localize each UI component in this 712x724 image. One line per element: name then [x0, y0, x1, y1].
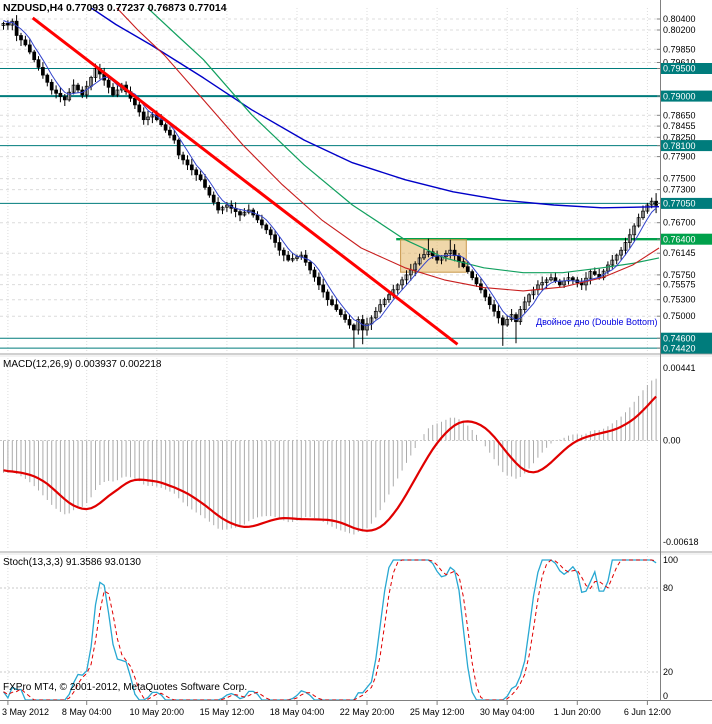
svg-text:0.80400: 0.80400: [663, 14, 696, 24]
svg-text:0.76700: 0.76700: [663, 218, 696, 228]
ma-mid-green: [146, 8, 660, 274]
svg-text:0.74420: 0.74420: [663, 343, 696, 353]
svg-text:0.78250: 0.78250: [663, 132, 696, 142]
time-scale[interactable]: 3 May 2012 8 May 04:00 10 May 20:00 15 May …: [2, 707, 671, 717]
svg-text:-0.00618: -0.00618: [663, 537, 699, 547]
svg-text:30 May 04:00: 30 May 04:00: [480, 707, 535, 717]
ma-mid-red: [116, 8, 660, 292]
svg-text:15 May 12:00: 15 May 12:00: [200, 707, 255, 717]
svg-text:0.77500: 0.77500: [663, 174, 696, 184]
svg-text:0.77300: 0.77300: [663, 185, 696, 195]
stoch-scale[interactable]: 100 80 20 0: [663, 555, 678, 701]
svg-text:18 May 04:00: 18 May 04:00: [270, 707, 325, 717]
macd-signal-line: [3, 395, 657, 532]
svg-text:80: 80: [663, 583, 673, 593]
ma-slow-blue: [89, 8, 660, 209]
svg-text:0.79000: 0.79000: [663, 91, 696, 101]
candles-layer: [1, 15, 658, 348]
svg-text:100: 100: [663, 555, 678, 565]
svg-text:0.80200: 0.80200: [663, 25, 696, 35]
svg-text:0: 0: [663, 691, 668, 701]
svg-text:0.75300: 0.75300: [663, 295, 696, 305]
svg-text:0.78455: 0.78455: [663, 121, 696, 131]
svg-text:10 May 20:00: 10 May 20:00: [130, 707, 185, 717]
svg-text:0.77050: 0.77050: [663, 199, 696, 209]
svg-text:0.76145: 0.76145: [663, 248, 696, 258]
svg-text:6 Jun 12:00: 6 Jun 12:00: [624, 707, 671, 717]
svg-text:8 May 04:00: 8 May 04:00: [62, 707, 112, 717]
svg-text:3 May 2012: 3 May 2012: [2, 707, 49, 717]
svg-text:0.79610: 0.79610: [663, 58, 696, 68]
svg-text:0.00: 0.00: [663, 436, 681, 446]
svg-text:0.74600: 0.74600: [663, 333, 696, 343]
svg-text:0.78650: 0.78650: [663, 110, 696, 120]
svg-text:25 May 12:00: 25 May 12:00: [410, 707, 465, 717]
svg-text:22 May 20:00: 22 May 20:00: [340, 707, 395, 717]
macd-histogram: [3, 378, 657, 535]
macd-scale[interactable]: 0.00441 0.00 -0.00618: [663, 363, 699, 547]
svg-text:0.75000: 0.75000: [663, 311, 696, 321]
svg-text:0.78100: 0.78100: [663, 141, 696, 151]
svg-text:1 Jun 20:00: 1 Jun 20:00: [554, 707, 601, 717]
svg-text:0.75750: 0.75750: [663, 270, 696, 280]
svg-text:0.75575: 0.75575: [663, 280, 696, 290]
svg-text:0.79500: 0.79500: [663, 64, 696, 74]
svg-text:0.00441: 0.00441: [663, 363, 696, 373]
stoch-signal-line: [3, 559, 657, 701]
svg-text:20: 20: [663, 667, 673, 677]
svg-text:0.79850: 0.79850: [663, 44, 696, 54]
svg-text:0.76400: 0.76400: [663, 234, 696, 244]
descending-trendline[interactable]: [31, 16, 459, 346]
svg-text:0.77900: 0.77900: [663, 152, 696, 162]
